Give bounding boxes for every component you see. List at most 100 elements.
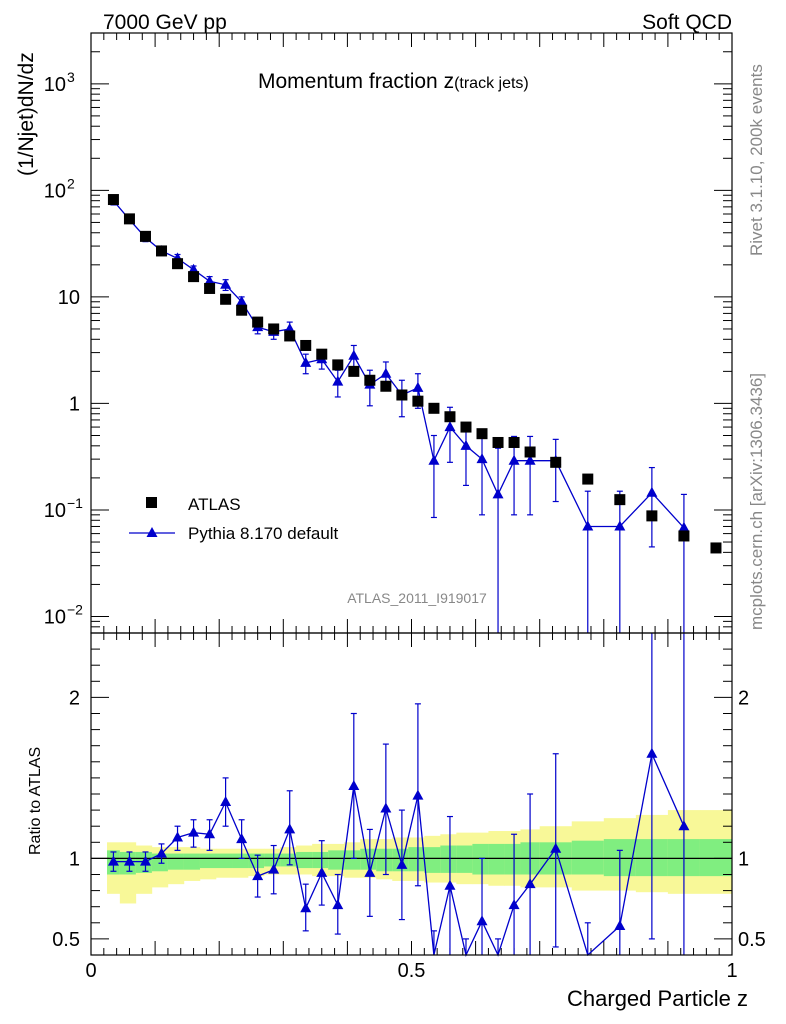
mc-point (460, 439, 472, 450)
band-inner-segment (183, 853, 201, 870)
data-point (492, 436, 504, 448)
mc-point (348, 349, 360, 360)
band-inner-segment (167, 853, 185, 870)
ratio-point (220, 796, 232, 807)
y-tick-exponent: 2 (67, 175, 75, 191)
band-inner-segment (296, 851, 313, 869)
ratio-point (412, 789, 424, 800)
mcplots-label: mcplots.cern.ch [arXiv:1306.3436] (747, 373, 766, 630)
y-tick-label: 10 (44, 74, 66, 96)
ratio-point (364, 866, 376, 877)
main-mc-series (107, 194, 690, 633)
mc-point (300, 356, 312, 367)
mc-point (476, 453, 488, 464)
data-point (236, 304, 248, 316)
plot-title: Momentum fraction z(track jets) (258, 70, 529, 93)
ratio-point (508, 899, 520, 910)
data-point (300, 339, 312, 351)
band-inner-segment (344, 850, 361, 870)
ratio-point (123, 855, 135, 866)
mc-line (112, 200, 685, 529)
data-point (348, 365, 360, 377)
mc-point (524, 454, 536, 465)
ratio-tick-label-left: 2 (69, 687, 80, 709)
ratio-point (678, 820, 690, 831)
data-point (412, 395, 424, 407)
ratio-point (156, 847, 168, 858)
mc-point (582, 520, 594, 531)
y-tick-exponent: −2 (67, 601, 83, 617)
data-point (678, 530, 690, 542)
legend-data-label: ATLAS (188, 495, 241, 514)
y-tick-exponent: −1 (67, 495, 83, 511)
band-inner-segment (280, 853, 297, 867)
plot-title-main: Momentum fraction (258, 70, 444, 93)
ratio-point (646, 747, 658, 758)
data-point (220, 293, 232, 305)
ratio-point (284, 823, 296, 834)
mc-point (678, 521, 690, 532)
band-inner-segment (571, 840, 605, 875)
y-tick-exponent: 3 (67, 69, 75, 85)
ratio-point (396, 858, 408, 869)
data-point (524, 446, 536, 458)
data-point (316, 348, 328, 360)
ratio-point (614, 920, 626, 931)
ratio-point (300, 902, 312, 913)
mc-point (614, 520, 626, 531)
band-inner-segment (488, 843, 505, 875)
band-inner-segment (312, 851, 329, 869)
data-point (204, 282, 216, 294)
main-plot-frame (90, 32, 733, 634)
ratio-point (550, 842, 562, 853)
x-tick-label: 1 (726, 960, 737, 982)
band-inner-segment (328, 850, 345, 870)
ratio-point (172, 831, 184, 842)
data-point (107, 194, 119, 206)
ratio-point (524, 878, 536, 889)
y-tick-label: 1 (69, 393, 80, 415)
ratio-point (316, 866, 328, 877)
band-inner-segment (472, 843, 489, 875)
main-data-series (107, 194, 722, 554)
data-point (646, 510, 658, 522)
data-point (614, 494, 626, 506)
data-point (123, 213, 135, 225)
mc-point (646, 486, 658, 497)
ratio-point (476, 915, 488, 926)
data-point (460, 421, 472, 433)
ratio-point (252, 870, 264, 881)
ratio-point (268, 863, 280, 874)
data-point (156, 245, 168, 257)
data-point (444, 411, 456, 423)
mc-point (380, 367, 392, 378)
ratio-tick-label-left: 0.5 (52, 929, 80, 951)
legend-mc-marker (146, 527, 158, 537)
ratio-point (332, 899, 344, 910)
data-point (428, 402, 440, 414)
data-point (172, 258, 184, 270)
data-point (380, 380, 392, 392)
y-tick-label: 10 (44, 500, 66, 522)
ratio-point (380, 802, 392, 813)
analysis-label: ATLAS_2011_I919017 (347, 590, 487, 606)
data-point (188, 271, 200, 283)
x-tick-label: 0 (85, 960, 96, 982)
band-inner-segment (232, 853, 249, 869)
data-point (284, 330, 296, 342)
ratio-point (444, 879, 456, 890)
band-inner-segment (408, 847, 425, 872)
ratio-tick-label-right: 2 (738, 687, 749, 709)
ratio-tick-label-left: 1 (69, 848, 80, 870)
ratio-point (107, 855, 119, 866)
y-tick-label: 10 (44, 606, 66, 628)
ratio-point (188, 826, 200, 837)
x-axis-label: Charged Particle z (567, 986, 748, 1011)
ratio-y-axis-label: Ratio to ATLAS (27, 747, 44, 855)
data-point (582, 473, 594, 485)
data-point (252, 316, 264, 328)
band-inner-segment (699, 839, 733, 877)
data-point (710, 542, 722, 554)
